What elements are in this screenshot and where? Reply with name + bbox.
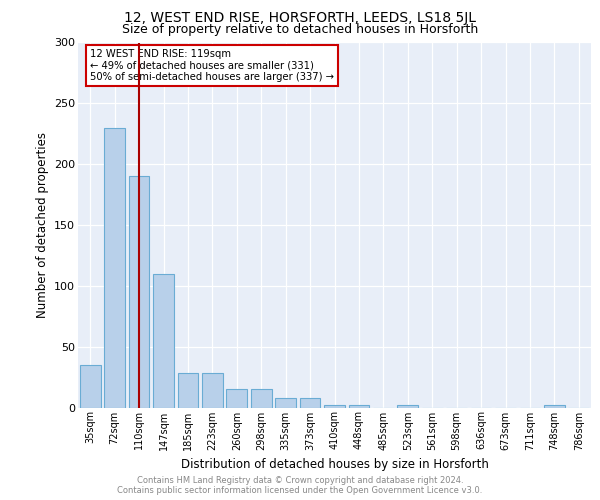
Bar	[153, 274, 174, 407]
Bar	[80, 365, 101, 408]
Bar	[251, 389, 272, 407]
Bar	[349, 405, 370, 407]
Bar	[178, 374, 199, 408]
Bar	[299, 398, 320, 407]
Bar	[324, 405, 345, 407]
X-axis label: Distribution of detached houses by size in Horsforth: Distribution of detached houses by size …	[181, 458, 488, 471]
Bar	[128, 176, 149, 408]
Y-axis label: Number of detached properties: Number of detached properties	[35, 132, 49, 318]
Text: Contains HM Land Registry data © Crown copyright and database right 2024.
Contai: Contains HM Land Registry data © Crown c…	[118, 476, 482, 495]
Text: Size of property relative to detached houses in Horsforth: Size of property relative to detached ho…	[122, 22, 478, 36]
Bar	[544, 405, 565, 407]
Text: 12 WEST END RISE: 119sqm
← 49% of detached houses are smaller (331)
50% of semi-: 12 WEST END RISE: 119sqm ← 49% of detach…	[90, 48, 334, 82]
Bar	[226, 389, 247, 407]
Bar	[397, 405, 418, 407]
Bar	[275, 398, 296, 407]
Text: 12, WEST END RISE, HORSFORTH, LEEDS, LS18 5JL: 12, WEST END RISE, HORSFORTH, LEEDS, LS1…	[124, 11, 476, 25]
Bar	[202, 374, 223, 408]
Bar	[104, 128, 125, 407]
